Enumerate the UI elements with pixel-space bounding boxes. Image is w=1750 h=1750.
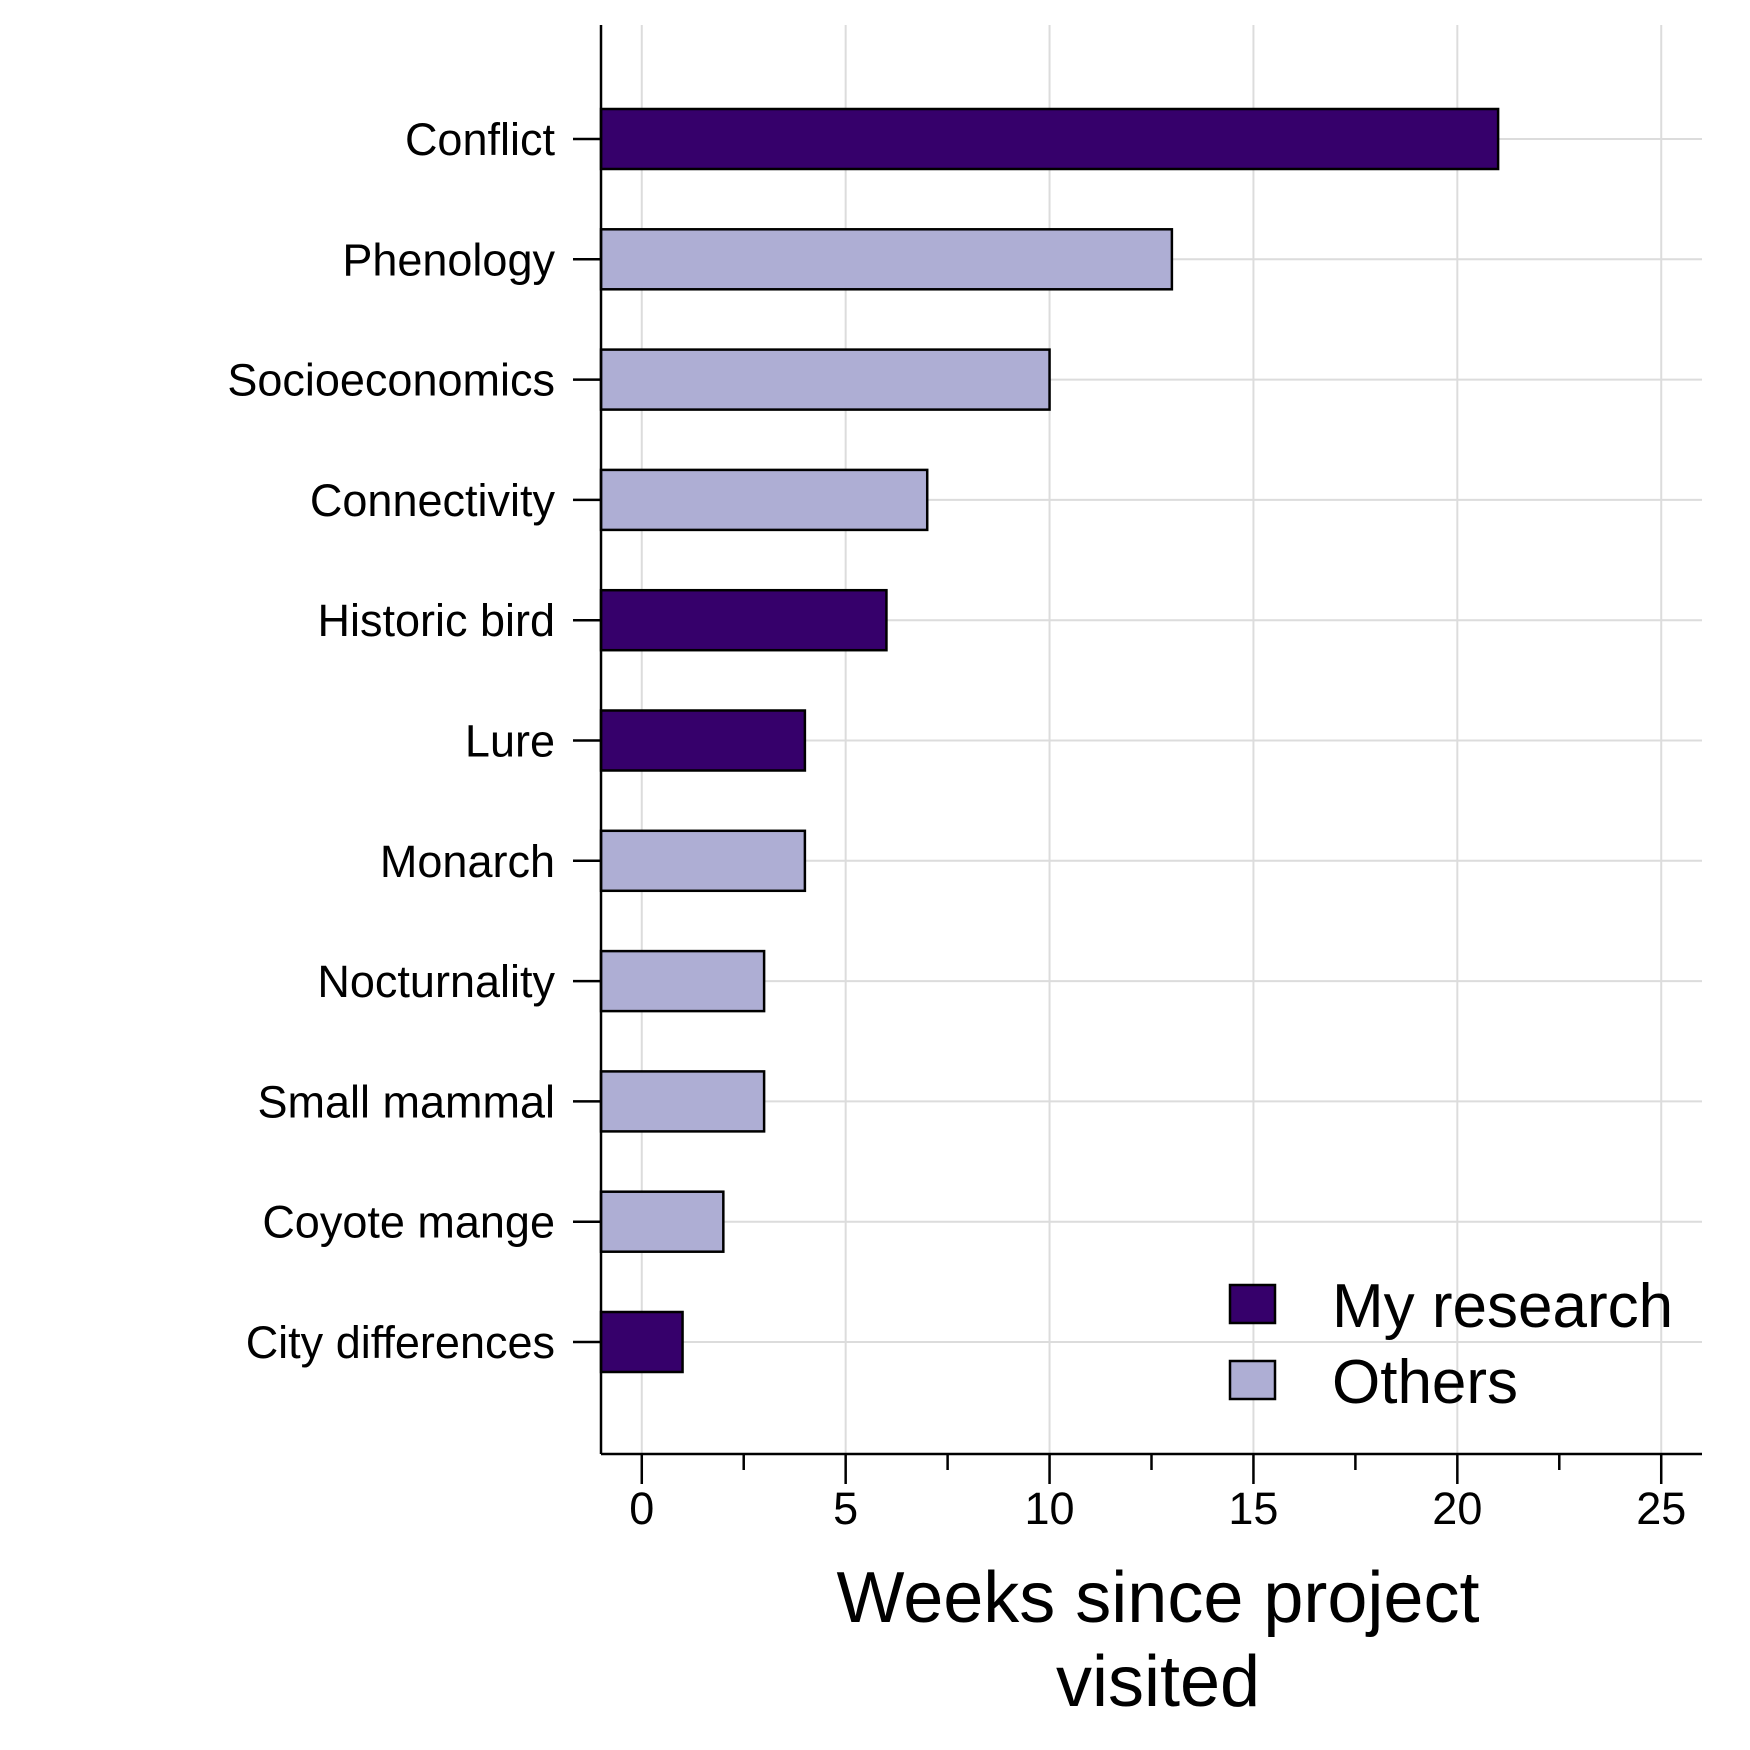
- bar-nocturnality: [599, 949, 766, 1013]
- bars: [599, 107, 1500, 1374]
- x-tick-label: 5: [833, 1483, 858, 1534]
- x-tick-label: 0: [629, 1483, 654, 1534]
- y-tick-label-lure: Lure: [465, 716, 555, 767]
- y-tick-label-coyote-mange: Coyote mange: [262, 1197, 555, 1248]
- x-axis: 0 5 10 15 20 25: [601, 1452, 1702, 1534]
- y-tick-label-city-differences: City differences: [246, 1317, 555, 1368]
- legend: My research Others: [1228, 1272, 1673, 1417]
- y-tick-label-small-mammal: Small mammal: [257, 1076, 555, 1127]
- bar-phenology: [599, 228, 1174, 291]
- bar-monarch: [599, 829, 807, 893]
- y-tick-label-monarch: Monarch: [380, 836, 555, 887]
- y-tick-label-connectivity: Connectivity: [310, 475, 556, 526]
- x-axis-title-line-2: visited: [1056, 1642, 1260, 1722]
- y-tick-label-historic-bird: Historic bird: [317, 595, 555, 646]
- x-tick-label: 25: [1636, 1483, 1686, 1534]
- y-tick-label-conflict: Conflict: [405, 114, 556, 165]
- legend-label-my-research: My research: [1332, 1272, 1673, 1341]
- bar-city-differences: [599, 1310, 684, 1374]
- x-tick-label: 15: [1228, 1483, 1278, 1534]
- legend-swatch-others: [1228, 1359, 1277, 1401]
- x-tick-label: 10: [1025, 1483, 1075, 1534]
- bar-historic-bird: [599, 588, 888, 652]
- bar-lure: [599, 709, 807, 772]
- y-axis: Conflict Phenology Socioeconomics Connectiv…: [227, 25, 603, 1454]
- bar-small-mammal: [599, 1070, 766, 1133]
- legend-label-others: Others: [1332, 1348, 1518, 1417]
- x-tick-label: 20: [1432, 1483, 1482, 1534]
- bar-conflict: [599, 107, 1500, 171]
- bar-socioeconomics: [599, 348, 1051, 411]
- bar-coyote-mange: [599, 1190, 725, 1253]
- x-axis-title-line-1: Weeks since project: [837, 1558, 1480, 1638]
- y-tick-label-socioeconomics: Socioeconomics: [227, 355, 555, 406]
- bar-connectivity: [599, 468, 929, 532]
- y-tick-label-phenology: Phenology: [342, 234, 555, 285]
- legend-swatch-my-research: [1228, 1283, 1277, 1325]
- y-tick-label-nocturnality: Nocturnality: [317, 956, 555, 1007]
